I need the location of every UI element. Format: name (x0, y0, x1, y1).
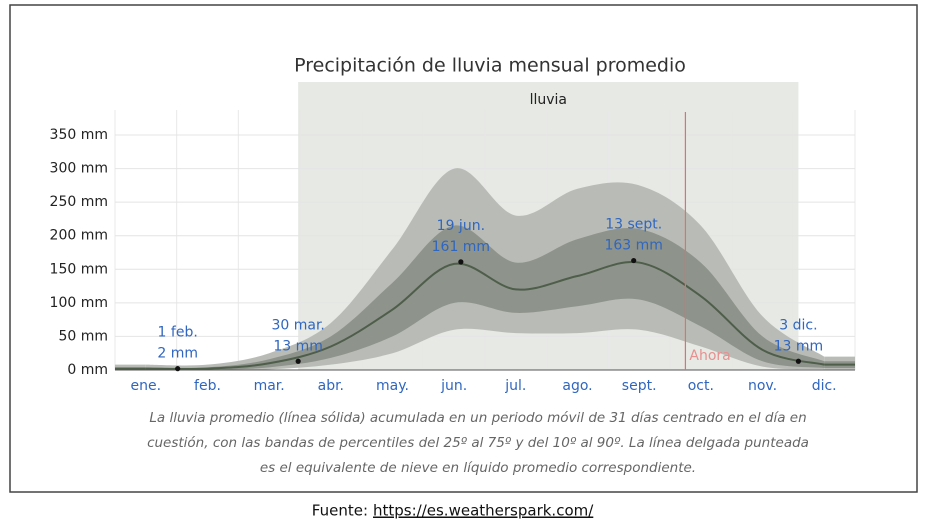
annotation-dot (631, 257, 637, 264)
x-tick-label: nov. (748, 378, 777, 394)
percentile-band (145, 225, 825, 371)
x-tick-label: feb. (194, 378, 221, 394)
caption: es el equivalente de nieve en líquido pr… (260, 460, 696, 476)
annotation-dot (458, 259, 464, 265)
x-tick-label: ene. (131, 378, 162, 394)
annotation-value: 163 mm (604, 238, 662, 254)
x-tick-label: mar. (254, 378, 285, 394)
annotation-value: 2 mm (157, 346, 198, 362)
y-tick-label: 100 mm (50, 295, 108, 311)
annotation-dot (175, 366, 181, 372)
x-tick-label: sept. (622, 378, 657, 394)
chart-title: Precipitación de lluvia mensual promedio (294, 55, 686, 77)
caption: cuestión, con las bandas de percentiles … (147, 435, 809, 451)
y-tick-label: 0 mm (67, 362, 108, 378)
now-label: Ahora (689, 348, 730, 364)
x-tick-label: may. (376, 378, 409, 394)
y-tick-label: 250 mm (50, 194, 108, 210)
x-tick-label: jun. (440, 378, 467, 394)
x-tick-label: oct. (688, 378, 714, 394)
mean-line (145, 261, 825, 371)
y-tick-label: 200 mm (50, 228, 108, 244)
source-prefix: Fuente: (312, 502, 368, 520)
annotation-value: 161 mm (432, 239, 490, 255)
annotation-date: 19 jun. (437, 218, 485, 234)
annotation-date: 30 mar. (271, 317, 324, 333)
annotation-value: 13 mm (774, 338, 824, 354)
x-tick-label: dic. (812, 378, 837, 394)
y-tick-label: 350 mm (50, 127, 108, 143)
x-tick-label: abr. (318, 378, 344, 394)
y-tick-label: 300 mm (50, 161, 108, 177)
y-tick-label: 50 mm (58, 328, 108, 344)
x-tick-label: ago. (562, 378, 592, 394)
x-tick-label: jul. (504, 378, 526, 394)
annotation-date: 13 sept. (605, 217, 662, 233)
y-tick-label: 150 mm (50, 261, 108, 277)
season-label: lluvia (530, 92, 567, 108)
caption: La lluvia promedio (línea sólida) acumul… (149, 410, 806, 426)
annotation-dot (795, 358, 802, 364)
annotation-value: 13 mm (273, 338, 323, 354)
annotation-date: 3 dic. (779, 317, 817, 333)
annotation-date: 1 feb. (158, 325, 198, 341)
source-link[interactable]: https://es.weatherspark.com/ (373, 502, 594, 520)
annotation-dot (295, 358, 301, 364)
